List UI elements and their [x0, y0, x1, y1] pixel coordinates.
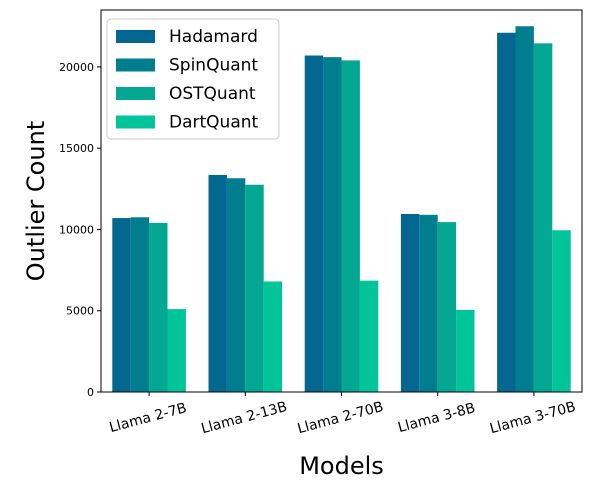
bar-dartquant-2 [359, 280, 379, 392]
bar-hadamard-3 [400, 214, 420, 392]
bar-dartquant-4 [552, 230, 571, 392]
legend-label-dartquant: DartQuant [169, 113, 259, 133]
x-tick-label: Llama 2-70B [296, 399, 385, 437]
x-tick-label: Llama 3-70B [488, 399, 577, 437]
legend-swatch-hadamard [116, 30, 155, 43]
legend-label-hadamard: Hadamard [169, 27, 258, 47]
bar-ostquant-3 [437, 222, 457, 392]
x-tick-label: Llama 3-8B [396, 400, 477, 436]
legend: Hadamard SpinQuant OSTQuant DartQuant [106, 18, 280, 140]
y-tick-label: 5000 [66, 305, 94, 318]
legend-swatch-dartquant [116, 115, 155, 129]
bar-dartquant-1 [263, 281, 283, 392]
bar-spinquant-4 [515, 26, 534, 393]
y-tick-label: 20000 [59, 61, 94, 74]
bar-hadamard-4 [497, 32, 516, 392]
bar-spinquant-3 [419, 214, 438, 392]
bar-ostquant-2 [341, 60, 360, 393]
x-axis: Llama 2-7B Llama 2-13B Llama 2-70B Llama 3-… [108, 392, 578, 437]
bars-group [112, 26, 571, 393]
y-tick-label: 15000 [59, 142, 94, 155]
legend-swatch-ostquant [116, 87, 155, 100]
bar-spinquant-1 [226, 178, 246, 392]
x-tick-label: Llama 2-13B [200, 399, 289, 437]
plot-frame [100, 9, 583, 393]
bar-ostquant-0 [149, 222, 168, 392]
bar-ostquant-4 [533, 43, 553, 393]
bar-spinquant-2 [323, 57, 342, 392]
legend-label-ostquant: OSTQuant [169, 84, 256, 104]
legend-swatch-spinquant [116, 58, 155, 72]
y-tick-label: 0 [87, 386, 94, 399]
y-axis-label: Outlier Count [22, 121, 50, 281]
y-tick-label: 10000 [59, 223, 94, 236]
x-axis-label: Models [299, 452, 384, 480]
bar-hadamard-0 [112, 218, 131, 392]
y-axis: 0 5000 10000 15000 20000 [59, 61, 101, 399]
bar-ostquant-1 [245, 184, 264, 392]
legend-frame [106, 18, 280, 140]
x-tick-label: Llama 2-7B [108, 400, 189, 436]
bar-dartquant-0 [167, 309, 186, 392]
bar-hadamard-1 [208, 174, 227, 392]
bar-hadamard-2 [304, 55, 324, 392]
bar-spinquant-0 [130, 217, 150, 392]
legend-label-spinquant: SpinQuant [169, 56, 258, 76]
bar-dartquant-3 [456, 309, 475, 392]
